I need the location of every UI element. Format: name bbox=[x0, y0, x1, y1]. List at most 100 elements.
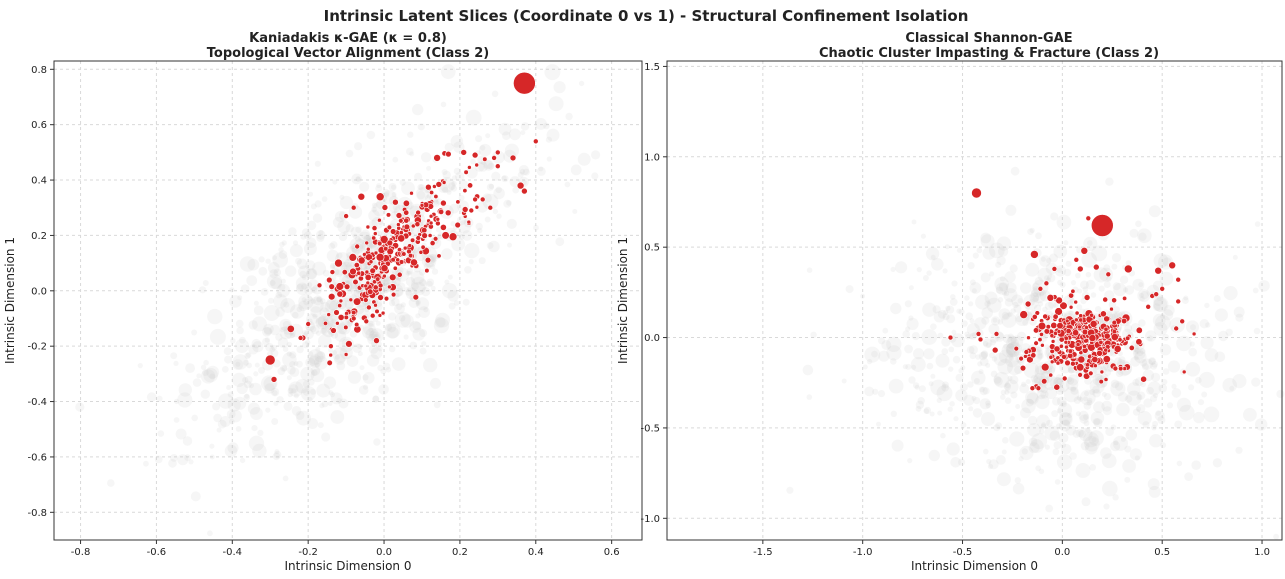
class-point bbox=[491, 155, 497, 161]
background-point bbox=[296, 282, 309, 296]
background-point bbox=[487, 162, 495, 170]
background-point bbox=[258, 256, 265, 263]
background-point bbox=[1009, 264, 1018, 273]
background-point bbox=[1020, 407, 1031, 419]
class-point bbox=[369, 312, 376, 319]
background-point bbox=[1078, 430, 1086, 438]
class-point bbox=[1053, 383, 1061, 391]
background-point bbox=[311, 369, 318, 377]
background-point bbox=[1160, 442, 1167, 449]
class-point bbox=[1153, 291, 1159, 298]
background-point bbox=[1025, 398, 1034, 407]
background-point bbox=[1114, 382, 1124, 391]
background-point bbox=[928, 381, 934, 387]
class-point bbox=[365, 246, 371, 252]
class-point bbox=[343, 352, 349, 357]
background-point bbox=[496, 213, 502, 219]
background-point bbox=[271, 344, 277, 351]
background-point bbox=[202, 280, 209, 286]
background-point bbox=[1061, 442, 1067, 448]
background-point bbox=[1080, 441, 1090, 451]
background-point bbox=[226, 385, 232, 390]
background-point bbox=[419, 347, 427, 355]
class-point bbox=[375, 252, 385, 262]
background-point bbox=[1252, 287, 1259, 294]
background-point bbox=[1125, 260, 1132, 266]
background-point bbox=[841, 378, 847, 384]
background-point bbox=[509, 128, 521, 141]
background-point bbox=[478, 143, 492, 157]
background-point bbox=[981, 307, 993, 319]
shannon-gae-panel: Classical Shannon-GAE Chaotic Cluster Im… bbox=[616, 31, 1285, 573]
background-point bbox=[1151, 372, 1161, 382]
class-point bbox=[398, 259, 405, 265]
background-point bbox=[308, 355, 320, 367]
x-tick-label: -0.6 bbox=[147, 547, 167, 558]
class-point bbox=[460, 149, 468, 156]
background-point bbox=[1010, 391, 1018, 399]
background-point bbox=[1137, 289, 1151, 303]
background-point bbox=[1002, 437, 1009, 444]
class-point bbox=[379, 235, 389, 244]
background-point bbox=[993, 352, 1007, 366]
background-point bbox=[378, 384, 389, 395]
background-point bbox=[1116, 402, 1130, 417]
background-point bbox=[451, 180, 457, 187]
class-point bbox=[1019, 310, 1029, 319]
background-point bbox=[296, 410, 311, 426]
background-point bbox=[275, 291, 283, 299]
background-point bbox=[949, 298, 958, 306]
background-point bbox=[453, 167, 461, 175]
class-point bbox=[1118, 366, 1124, 372]
background-point bbox=[258, 266, 268, 276]
background-point bbox=[318, 230, 324, 236]
background-point bbox=[1085, 271, 1092, 278]
class-point bbox=[1096, 349, 1103, 357]
background-point bbox=[170, 352, 178, 360]
background-point bbox=[406, 267, 414, 275]
background-point bbox=[406, 147, 414, 156]
background-point bbox=[295, 378, 310, 394]
background-point bbox=[996, 472, 1011, 487]
background-point bbox=[1007, 335, 1017, 345]
background-point bbox=[343, 230, 349, 236]
background-point bbox=[1201, 391, 1208, 398]
background-point bbox=[963, 394, 975, 406]
background-point bbox=[235, 426, 242, 432]
background-point bbox=[310, 366, 321, 376]
background-point bbox=[248, 382, 254, 389]
background-point bbox=[979, 357, 989, 367]
background-point bbox=[305, 339, 311, 346]
background-point bbox=[321, 322, 337, 338]
background-point bbox=[417, 184, 424, 191]
background-point bbox=[1162, 309, 1174, 321]
background-point bbox=[1193, 411, 1205, 424]
background-point bbox=[1046, 273, 1056, 283]
background-point bbox=[247, 402, 260, 415]
background-point bbox=[1146, 386, 1154, 395]
background-point bbox=[328, 347, 334, 353]
background-point bbox=[1111, 253, 1122, 263]
background-point bbox=[200, 389, 210, 399]
background-point bbox=[268, 297, 274, 304]
background-point bbox=[269, 346, 276, 353]
background-point bbox=[1070, 386, 1079, 395]
background-point bbox=[1273, 533, 1279, 540]
background-point bbox=[577, 152, 591, 166]
class-point bbox=[467, 182, 474, 189]
background-point bbox=[948, 366, 954, 372]
background-point bbox=[995, 282, 1009, 295]
background-point bbox=[1012, 482, 1025, 495]
background-point bbox=[270, 387, 280, 397]
background-point bbox=[1152, 303, 1161, 311]
class-point bbox=[403, 217, 410, 224]
class-point bbox=[436, 253, 442, 259]
background-point bbox=[1158, 383, 1168, 393]
background-point bbox=[1004, 271, 1016, 283]
class-point bbox=[1093, 363, 1098, 369]
background-point bbox=[475, 135, 483, 143]
background-point bbox=[399, 179, 406, 186]
background-point bbox=[1136, 404, 1146, 414]
background-point bbox=[998, 349, 1014, 364]
background-point bbox=[371, 202, 378, 209]
